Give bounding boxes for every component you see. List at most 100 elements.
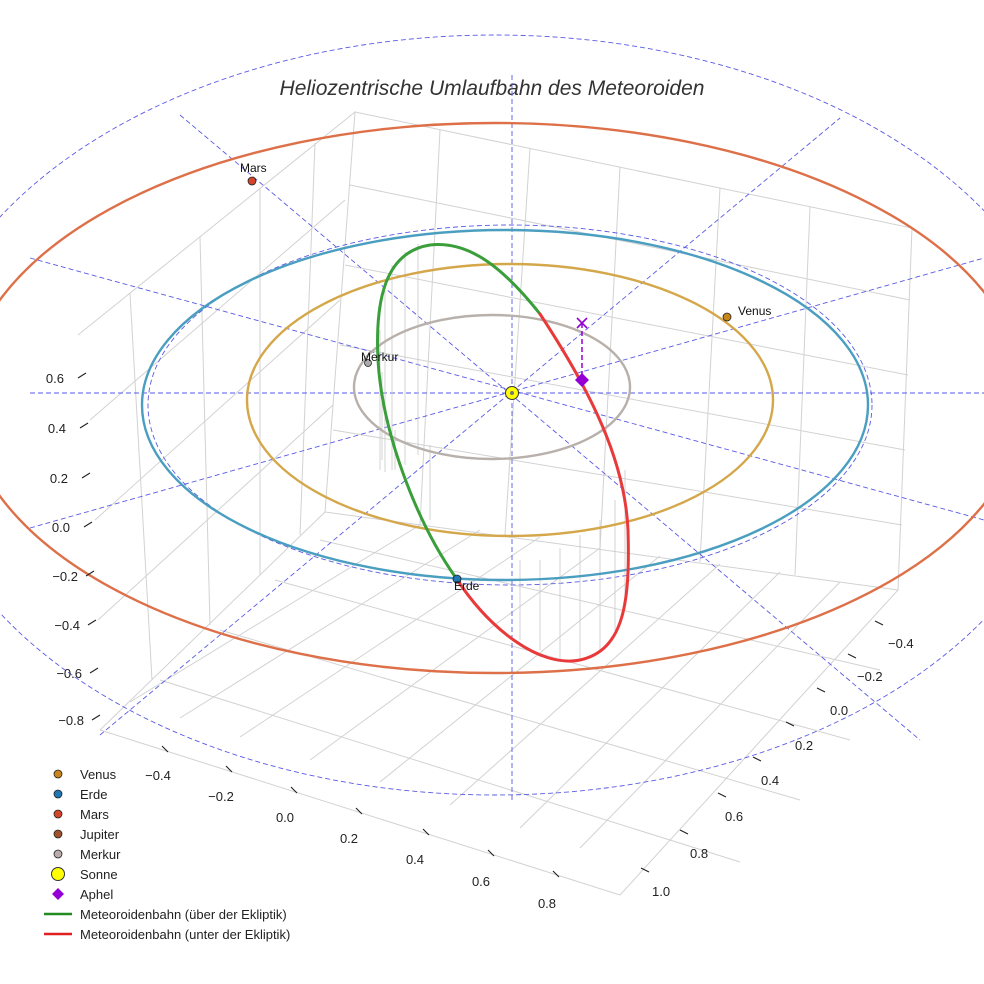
legend-marker xyxy=(53,829,63,839)
legend-venus-icon xyxy=(38,764,78,784)
legend-item-aphel[interactable]: Aphel xyxy=(38,884,338,904)
planet-orbits xyxy=(0,121,984,675)
legend-item-meteoroid-below[interactable]: Meteoroidenbahn (unter der Ekliptik) xyxy=(38,924,338,944)
guide-line xyxy=(29,257,984,521)
z-tick-label: −0.6 xyxy=(56,666,82,681)
chart-title: Heliozentrische Umlaufbahn des Meteoroid… xyxy=(280,77,705,100)
grid-line xyxy=(344,264,909,376)
legend-merkur-icon xyxy=(38,844,78,864)
y-tick xyxy=(717,792,727,798)
orbit-earth xyxy=(140,228,870,582)
guide-ellipse-earth xyxy=(147,224,873,586)
mercury-label: Merkur xyxy=(361,350,398,364)
y-tick xyxy=(874,620,884,626)
y-tick-label: 0.6 xyxy=(725,809,743,824)
legend-item-sonne[interactable]: Sonne xyxy=(38,864,338,884)
legend-marker xyxy=(53,769,63,779)
guide-line xyxy=(29,257,984,529)
y-tick-label: 0.0 xyxy=(830,703,848,718)
legend-marker xyxy=(53,789,63,799)
planet-mercury: Merkur xyxy=(361,350,398,367)
x-tick-label: 0.4 xyxy=(406,852,424,867)
aphel-marker xyxy=(575,317,589,387)
sun-core xyxy=(510,391,514,395)
grid-line xyxy=(89,199,346,421)
z-tick xyxy=(77,372,87,379)
legend-item-meteoroid-above[interactable]: Meteoroidenbahn (über der Ekliptik) xyxy=(38,904,338,924)
legend-label: Sonne xyxy=(80,866,118,882)
drop-lines xyxy=(379,244,626,660)
legend-erde-icon xyxy=(38,784,78,804)
z-tick xyxy=(87,619,97,626)
legend-marker xyxy=(53,809,63,819)
x-tick-label: 0.0 xyxy=(276,810,294,825)
x-tick-label: −0.4 xyxy=(145,768,171,783)
wall-outline-right xyxy=(324,111,913,591)
meteoroid-path-below xyxy=(454,312,630,663)
x-tick xyxy=(225,765,233,773)
z-tick xyxy=(79,422,89,429)
z-tick-label: 0.4 xyxy=(48,421,66,436)
legend-item-mars[interactable]: Mars xyxy=(38,804,338,824)
grid-line xyxy=(179,529,481,719)
ecliptic-guides xyxy=(0,34,984,800)
y-tick-label: 1.0 xyxy=(652,884,670,899)
z-tick-label: 0.2 xyxy=(50,471,68,486)
legend-label: Venus xyxy=(80,766,117,782)
z-tick xyxy=(83,521,93,528)
grid-line xyxy=(449,563,721,806)
legend-item-merkur[interactable]: Merkur xyxy=(38,844,338,864)
z-tick-label: 0.6 xyxy=(46,371,64,386)
grid-line xyxy=(599,166,621,549)
planet-mars: Mars xyxy=(240,161,267,186)
legend-marker xyxy=(53,849,63,859)
y-tick xyxy=(847,653,857,659)
aphel-diamond xyxy=(575,373,589,387)
sun-marker xyxy=(505,386,519,400)
y-tick xyxy=(640,867,650,873)
z-tick-label: −0.2 xyxy=(52,569,78,584)
venus-dot xyxy=(722,312,732,322)
z-tick xyxy=(81,472,91,479)
orbit-mars xyxy=(0,121,984,675)
grid-line xyxy=(239,536,541,738)
legend-item-venus[interactable]: Venus xyxy=(38,764,338,784)
aphel-projection-cross xyxy=(576,317,588,329)
grid-line xyxy=(159,679,741,863)
grid-line xyxy=(379,555,661,783)
planet-venus: Venus xyxy=(722,304,771,322)
legend-aphel-icon xyxy=(38,884,78,904)
venus-label: Venus xyxy=(738,304,771,318)
wall-outline-left xyxy=(77,110,356,731)
z-axis: 0.6 0.4 0.2 0.0 −0.2 −0.4 −0.6 −0.8 xyxy=(46,371,101,728)
grid-line xyxy=(504,147,531,536)
y-tick-label: −0.2 xyxy=(857,669,883,684)
y-tick xyxy=(752,756,762,762)
y-tick-label: 0.8 xyxy=(690,846,708,861)
x-tick-label: 0.2 xyxy=(340,831,358,846)
x-tick xyxy=(355,807,363,815)
legend-item-erde[interactable]: Erde xyxy=(38,784,338,804)
legend-label: Mars xyxy=(80,806,109,822)
legend-sonne-icon xyxy=(38,864,78,884)
legend-marker xyxy=(51,867,65,881)
z-tick xyxy=(85,570,95,577)
legend-mars-icon xyxy=(38,804,78,824)
y-tick-label: −0.4 xyxy=(888,636,914,651)
grid-line xyxy=(579,581,841,849)
grid-line xyxy=(94,299,341,521)
z-tick-label: −0.4 xyxy=(54,618,80,633)
legend-item-jupiter[interactable]: Jupiter xyxy=(38,824,338,844)
grid-line xyxy=(794,206,811,576)
grid-line xyxy=(419,129,441,526)
x-axis: −0.4 −0.2 0.0 0.2 0.4 0.6 0.8 xyxy=(145,745,560,911)
mars-dot xyxy=(247,176,257,186)
legend-label: Meteoroidenbahn (über der Ekliptik) xyxy=(80,906,287,922)
x-tick xyxy=(487,849,495,857)
x-tick-label: −0.2 xyxy=(208,789,234,804)
orbit-venus xyxy=(245,262,775,538)
y-tick-label: 0.4 xyxy=(761,773,779,788)
legend-label: Merkur xyxy=(80,846,121,862)
grid-line xyxy=(129,292,153,681)
x-tick-label: 0.8 xyxy=(538,896,556,911)
